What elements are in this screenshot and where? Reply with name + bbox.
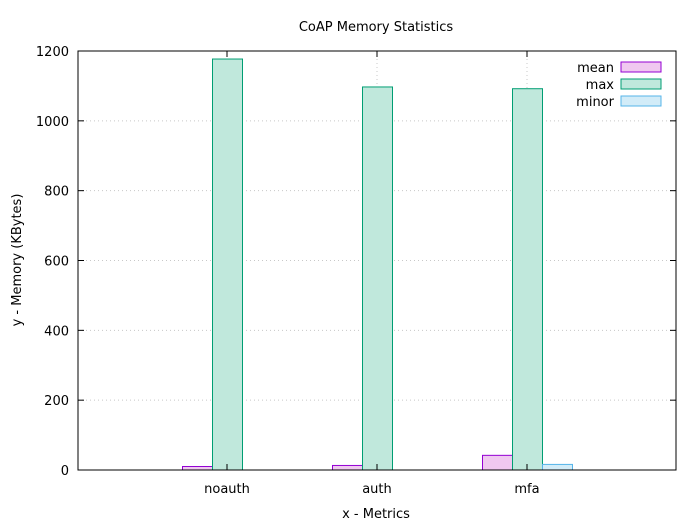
chart-title: CoAP Memory Statistics (299, 20, 454, 35)
legend: mean max minor (576, 61, 662, 110)
y-tick-label: 1200 (36, 45, 69, 60)
bar-minor-mfa (542, 463, 573, 471)
bar-max-noauth (212, 58, 243, 471)
y-axis: 0 200 400 600 800 1000 1200 (36, 45, 676, 479)
legend-swatch-max (620, 78, 662, 90)
y-tick-label: 800 (44, 185, 69, 200)
bar-mean-noauth (182, 466, 213, 471)
legend-swatch-minor (620, 95, 662, 107)
bar-max-auth (362, 86, 393, 471)
legend-label-max: max (586, 78, 615, 93)
x-tick-label: auth (362, 482, 392, 497)
legend-swatch-mean (620, 61, 662, 73)
bar-max-mfa (512, 88, 543, 471)
y-tick-label: 1000 (36, 115, 69, 130)
bars (182, 58, 573, 471)
legend-label-minor: minor (576, 95, 614, 110)
y-axis-label: y - Memory (KBytes) (10, 194, 25, 327)
legend-label-mean: mean (577, 61, 614, 76)
y-tick-label: 600 (44, 255, 69, 270)
bar-mean-auth (332, 464, 363, 471)
bar-mean-mfa (482, 454, 513, 471)
y-tick-label: 400 (44, 324, 69, 339)
x-tick-label: noauth (204, 482, 250, 497)
x-axis-label: x - Metrics (342, 507, 410, 522)
y-tick-label: 200 (44, 394, 69, 409)
x-tick-label: mfa (514, 482, 539, 497)
x-axis: noauth auth mfa (204, 51, 540, 497)
y-tick-label: 0 (61, 464, 69, 479)
